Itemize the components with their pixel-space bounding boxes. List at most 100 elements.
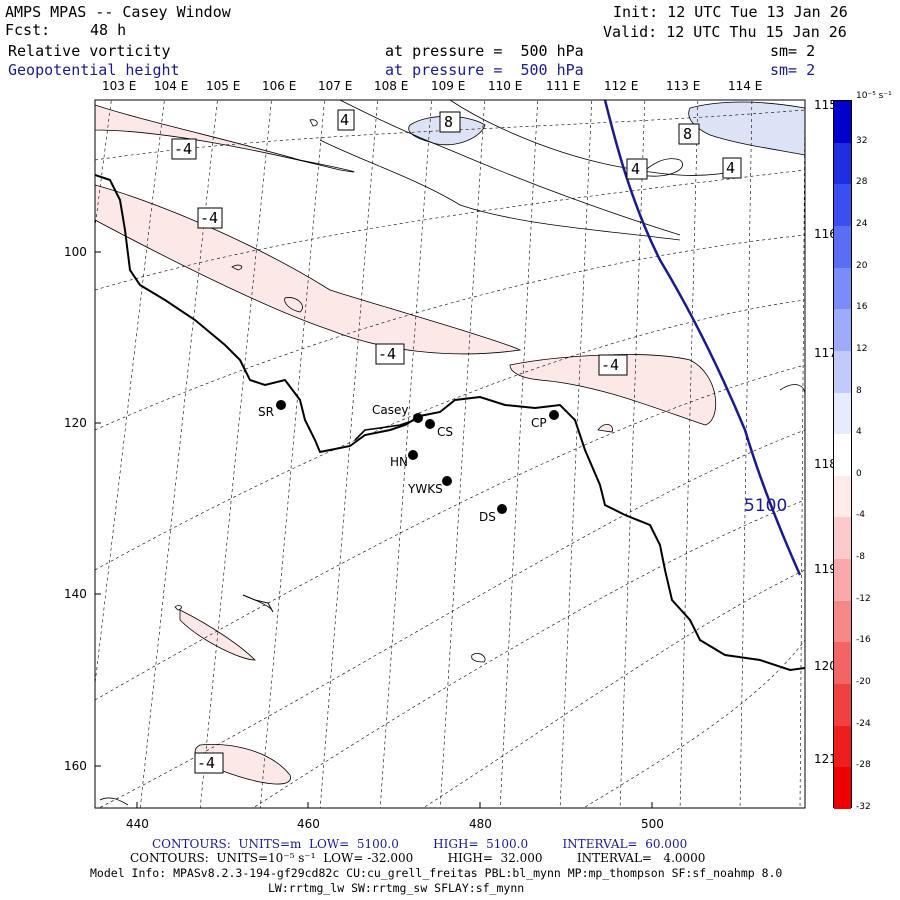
island-outline	[242, 594, 274, 613]
contour-label: -4	[174, 140, 193, 158]
plot-frame	[94, 99, 806, 809]
lon-label: 107 E	[318, 79, 353, 93]
pressure-geopotential: at pressure = 500 hPa	[385, 61, 584, 79]
height-contour-label: 5100	[744, 496, 788, 516]
colorbar-label: -24	[856, 718, 871, 729]
y-axis-ticks	[95, 251, 101, 767]
lon-label: 106 E	[262, 79, 297, 93]
graticule	[95, 100, 805, 808]
colorbar-label: 4	[856, 427, 862, 438]
contour-label: -4	[601, 356, 620, 374]
station-label-sr: SR	[258, 405, 274, 419]
colorbar-swatch	[834, 767, 851, 809]
x-tick-label: 460	[297, 817, 320, 831]
footer-vorticity-contours: CONTOURS: UNITS=10⁻⁵ s⁻¹ LOW= -32.000 HI…	[130, 851, 706, 865]
colorbar-swatch	[834, 517, 851, 560]
colorbar-label: -32	[856, 802, 871, 812]
contour-label: -4	[200, 209, 219, 227]
colorbar-swatch	[834, 184, 851, 226]
contour-label: 4	[340, 111, 350, 129]
lon-label: 108 E	[374, 79, 409, 93]
lon-label: 114 E	[728, 79, 763, 93]
colorbar-label: 16	[856, 302, 868, 313]
x-tick-label: 440	[126, 817, 149, 831]
contour-label: 4	[631, 160, 641, 178]
colorbar-swatch	[834, 642, 851, 685]
x-tick-label: 500	[641, 817, 664, 831]
colorbar-label: 12	[856, 343, 868, 354]
colorbar-swatch	[834, 101, 851, 143]
lon-label: 112 E	[604, 79, 639, 93]
lon-label: 103 E	[102, 79, 137, 93]
y-tick-label: 120	[64, 416, 87, 430]
valid-time: Valid: 12 UTC Thu 15 Jan 26	[603, 23, 847, 41]
field-vorticity: Relative vorticity	[8, 42, 171, 60]
colorbar-label: 28	[856, 177, 868, 188]
map-plot-area	[95, 100, 805, 808]
contour-label: -4	[378, 345, 397, 363]
smoothing-geopotential: sm= 2	[770, 61, 816, 79]
colorbar	[833, 100, 852, 809]
y-tick-label: 160	[64, 759, 87, 773]
forecast-label: Fcst:	[5, 21, 51, 39]
height-contour-5100	[603, 100, 802, 576]
colorbar-swatch	[834, 684, 851, 726]
colorbar-label: -16	[856, 635, 871, 646]
colorbar-label: 24	[856, 218, 868, 229]
colorbar-labels: 32 28 24 20 16 12 8 4 0 -4 -8 -12 -16 -20 -24 -28 -32	[856, 100, 900, 812]
colorbar-swatch	[834, 142, 851, 185]
footer-model-info: Model Info: MPASv8.2.3-194-gf29cd82c CU:…	[90, 866, 783, 880]
colorbar-unit: 10⁻⁵ s⁻¹	[856, 91, 892, 101]
footer-model-info-2: LW:rrtmg_lw SW:rrtmg_sw SFLAY:sf_mynn	[268, 881, 525, 895]
station-label-cp: CP	[531, 416, 547, 430]
colorbar-label: -12	[856, 593, 871, 604]
colorbar-label: 20	[856, 260, 868, 271]
init-time: Init: 12 UTC Tue 13 Jan 26	[613, 3, 848, 21]
map-title: AMPS MPAS -- Casey Window	[5, 3, 231, 21]
colorbar-label: -8	[856, 552, 865, 563]
y-tick-label: 100	[64, 245, 87, 259]
y-tick-label: 140	[64, 587, 87, 601]
colorbar-swatch	[834, 725, 851, 768]
x-tick-label: 480	[469, 817, 492, 831]
footer-height-contours: CONTOURS: UNITS=m LOW= 5100.0 HIGH= 5100…	[152, 837, 688, 851]
forecast-value: 48 h	[90, 21, 127, 39]
lon-label: 105 E	[206, 79, 241, 93]
colorbar-swatch	[834, 225, 851, 268]
contour-label: 4	[726, 159, 736, 177]
x-axis-ticks	[136, 802, 653, 808]
colorbar-label: -4	[856, 510, 865, 521]
colorbar-swatch	[834, 559, 851, 601]
colorbar-swatch	[834, 309, 851, 351]
colorbar-label: 0	[856, 468, 862, 479]
colorbar-swatch	[834, 475, 851, 518]
contour-label: 8	[683, 125, 693, 143]
colorbar-swatch	[834, 267, 851, 310]
contour-label-boxes	[171, 109, 742, 774]
station-label-ywks: YWKS	[408, 482, 443, 496]
pressure-vorticity: at pressure = 500 hPa	[385, 42, 584, 60]
smoothing-vorticity: sm= 2	[770, 42, 816, 60]
lon-label: 113 E	[666, 79, 701, 93]
station-label-cs: CS	[437, 425, 453, 439]
station-label-ds: DS	[479, 510, 496, 524]
colorbar-swatch	[834, 350, 851, 393]
colorbar-swatch	[834, 600, 851, 643]
lon-label: 109 E	[431, 79, 466, 93]
field-geopotential: Geopotential height	[8, 61, 180, 79]
station-label-casey: Casey	[372, 403, 409, 417]
lon-label: 104 E	[154, 79, 189, 93]
lon-label: 110 E	[488, 79, 523, 93]
colorbar-swatch	[834, 434, 851, 476]
colorbar-label: 32	[856, 135, 868, 146]
colorbar-label: 8	[856, 385, 862, 396]
colorbar-swatch	[834, 392, 851, 435]
contour-label: 8	[444, 113, 454, 131]
colorbar-label: -20	[856, 677, 871, 688]
lon-label: 111 E	[546, 79, 581, 93]
contour-label: -4	[197, 754, 216, 772]
colorbar-label: -28	[856, 760, 871, 771]
station-label-hn: HN	[390, 455, 408, 469]
coastline-inlet	[354, 419, 416, 441]
